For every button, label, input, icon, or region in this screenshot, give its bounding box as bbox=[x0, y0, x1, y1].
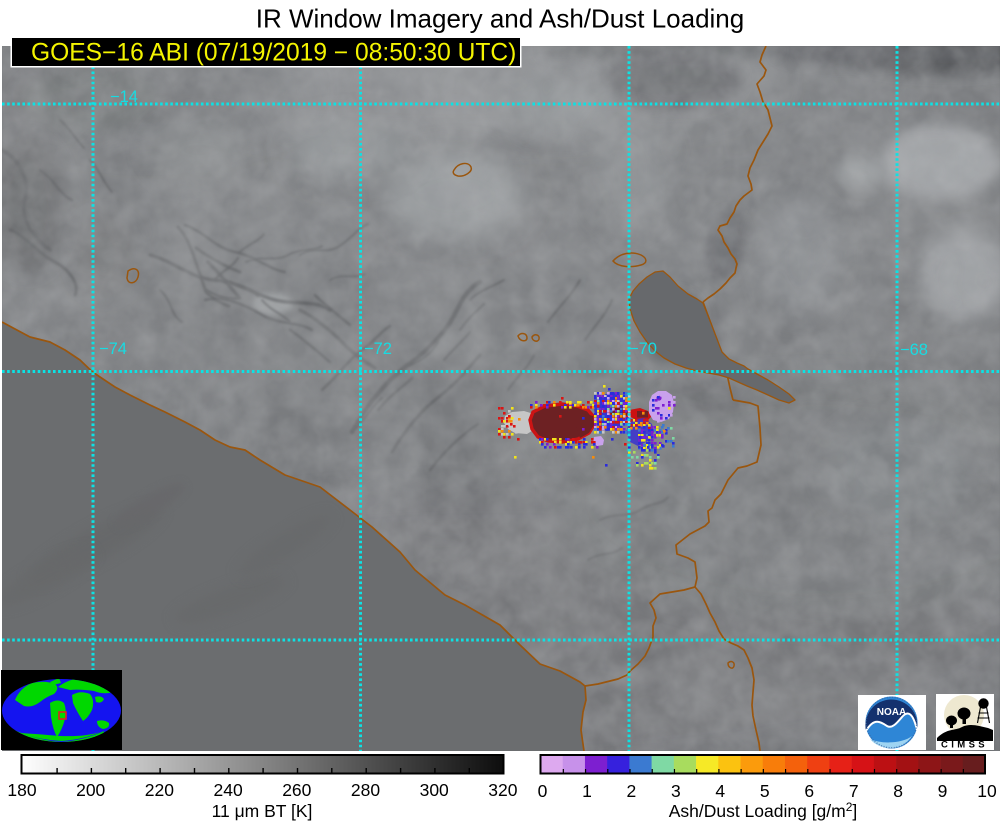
svg-text:NOAA: NOAA bbox=[877, 707, 906, 718]
svg-text:11 μm BT [K]: 11 μm BT [K] bbox=[212, 801, 313, 821]
svg-text:CIMSS: CIMSS bbox=[941, 740, 988, 751]
svg-text:0: 0 bbox=[538, 781, 548, 801]
svg-text:−72: −72 bbox=[364, 340, 392, 358]
svg-text:IR Window Imagery and Ash/Dust: IR Window Imagery and Ash/Dust Loading bbox=[256, 4, 744, 34]
svg-text:−68: −68 bbox=[900, 341, 928, 359]
svg-text:10: 10 bbox=[977, 781, 997, 801]
svg-text:9: 9 bbox=[938, 781, 948, 801]
svg-text:300: 300 bbox=[420, 780, 449, 800]
svg-text:1: 1 bbox=[582, 781, 592, 801]
svg-text:3: 3 bbox=[671, 781, 681, 801]
svg-text:GOES−16 ABI (07/19/2019 − 08:5: GOES−16 ABI (07/19/2019 − 08:50:30 UTC) bbox=[31, 40, 516, 67]
svg-text:320: 320 bbox=[488, 780, 517, 800]
svg-text:240: 240 bbox=[213, 780, 242, 800]
svg-text:260: 260 bbox=[282, 780, 311, 800]
svg-text:Ash/Dust Loading [g/m2]: Ash/Dust Loading [g/m2] bbox=[669, 800, 858, 821]
svg-text:280: 280 bbox=[351, 780, 380, 800]
svg-text:4: 4 bbox=[715, 781, 725, 801]
svg-text:6: 6 bbox=[804, 781, 814, 801]
svg-text:200: 200 bbox=[76, 780, 105, 800]
svg-text:−14: −14 bbox=[110, 88, 138, 106]
svg-text:−70: −70 bbox=[629, 340, 657, 358]
svg-text:8: 8 bbox=[893, 781, 903, 801]
svg-text:5: 5 bbox=[760, 781, 770, 801]
svg-text:−74: −74 bbox=[99, 340, 127, 358]
svg-text:180: 180 bbox=[7, 780, 36, 800]
svg-text:7: 7 bbox=[849, 781, 859, 801]
svg-text:2: 2 bbox=[627, 781, 637, 801]
svg-text:220: 220 bbox=[145, 780, 174, 800]
